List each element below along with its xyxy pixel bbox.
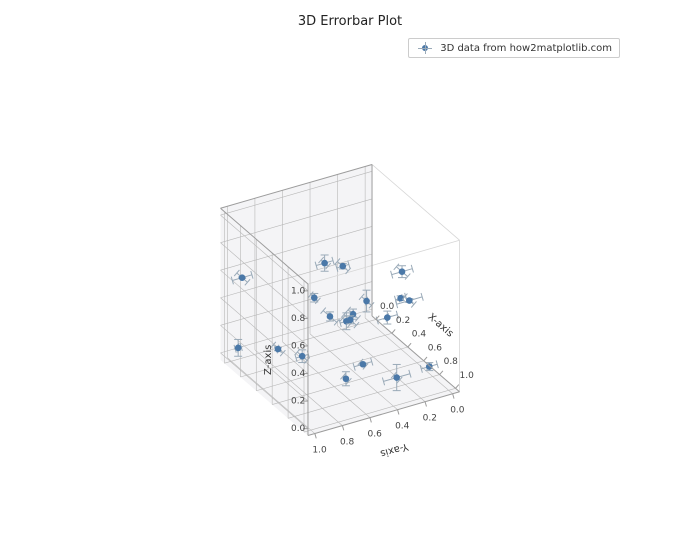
data-point	[299, 353, 306, 360]
data-point	[343, 375, 350, 382]
data-point	[311, 294, 318, 301]
tick-label: 0.4	[412, 330, 427, 340]
data-point	[327, 313, 334, 320]
data-point	[393, 374, 400, 381]
data-point	[235, 345, 242, 352]
tick-label: 0.4	[395, 422, 410, 432]
data-point	[339, 263, 346, 270]
data-point	[363, 298, 370, 305]
tick-label: 0.8	[340, 437, 355, 447]
tick-label: 1.0	[312, 445, 327, 455]
axis-label: Z-axis	[263, 345, 274, 375]
data-point	[347, 317, 354, 324]
tick-label: 0.0	[450, 406, 465, 416]
data-point	[399, 268, 406, 275]
tick-label: 0.0	[380, 302, 395, 312]
tick-label: 1.0	[460, 371, 475, 381]
data-point	[239, 274, 246, 281]
tick-label: 0.6	[368, 429, 383, 439]
plot-svg: 0.00.20.40.60.81.00.00.20.40.60.81.00.00…	[0, 0, 700, 560]
tick-label: 0.2	[396, 316, 410, 326]
tick-label: 1.0	[291, 286, 306, 296]
data-point	[275, 346, 282, 353]
tick-label: 0.8	[291, 314, 306, 324]
tick-label: 0.2	[423, 414, 437, 424]
tick-label: 0.2	[291, 397, 305, 407]
data-point	[321, 260, 328, 267]
data-point	[426, 363, 433, 370]
tick-label: 0.6	[428, 343, 443, 353]
tick-label: 0.6	[291, 341, 306, 351]
chart-container: 3D Errorbar Plot 3D data from how2matplo…	[0, 0, 700, 560]
gridline	[372, 164, 460, 240]
tick-label: 0.4	[291, 369, 306, 379]
data-point	[360, 361, 367, 368]
data-point	[406, 297, 413, 304]
tick-label: 0.0	[291, 424, 306, 434]
axis-label: X-axis	[425, 312, 455, 340]
axis-label: Y-axis	[379, 440, 410, 459]
tick-label: 0.8	[444, 357, 459, 367]
data-point	[384, 314, 391, 321]
